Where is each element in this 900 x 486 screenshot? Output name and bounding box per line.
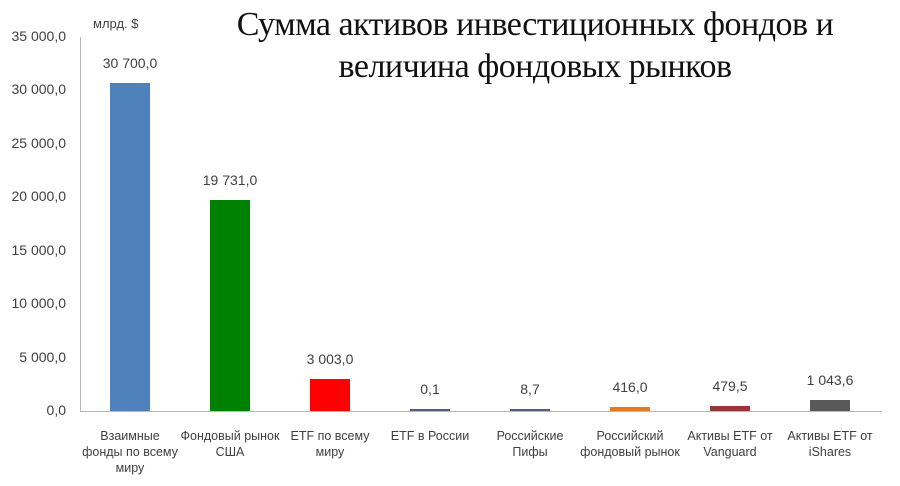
- y-axis-line: [80, 37, 81, 411]
- bar: [710, 405, 750, 411]
- y-tick-label: 5 000,0: [19, 348, 66, 365]
- bar-value-label: 479,5: [712, 377, 748, 394]
- y-tick-label: 15 000,0: [11, 241, 67, 258]
- bar: [810, 399, 850, 411]
- y-tick-label: 25 000,0: [11, 134, 67, 151]
- x-category-label: ETF в России: [390, 429, 470, 443]
- bar-value-label: 0,1: [420, 381, 440, 397]
- bar-value-label: 1 043,6: [806, 371, 854, 388]
- bar-value-label: 3 003,0: [306, 350, 354, 367]
- y-tick-label: 10 000,0: [11, 295, 67, 312]
- x-category-label: Взаимные фонды по всему миру: [82, 429, 178, 475]
- bar-value-label: 416,0: [612, 378, 648, 395]
- bar-value-label: 30 700,0: [102, 54, 158, 71]
- x-category-label: ETF по всему миру: [290, 429, 370, 459]
- x-category-label: Активы ETF от Vanguard: [687, 429, 773, 459]
- x-category-label: Российский фондовый рынок: [580, 429, 680, 459]
- bar: [210, 200, 250, 411]
- chart-title-line-2: величина фондовых рынков: [338, 48, 733, 85]
- bar-value-label: 8,7: [520, 381, 540, 397]
- x-axis-line: [80, 411, 882, 412]
- y-tick-label: 30 000,0: [11, 81, 67, 98]
- chart-title: Сумма активов инвестиционных фондов и ве…: [170, 4, 900, 88]
- y-tick-label: 20 000,0: [11, 188, 67, 205]
- bar-value-label: 19 731,0: [202, 172, 258, 189]
- x-category-label: Российские Пифы: [496, 429, 564, 459]
- x-category-label: Активы ETF от iShares: [787, 429, 873, 459]
- y-axis-unit: млрд. $: [93, 16, 139, 31]
- bar: [610, 406, 650, 411]
- bar: [310, 378, 350, 411]
- y-tick-label: 0,0: [46, 402, 66, 418]
- y-tick-label: 35 000,0: [11, 28, 67, 44]
- x-category-label: Фондовый рынок США: [180, 429, 280, 459]
- bar: [510, 409, 550, 411]
- chart-title-line-1: Сумма активов инвестиционных фондов и: [236, 6, 834, 43]
- bar: [410, 409, 450, 411]
- bar: [110, 82, 150, 411]
